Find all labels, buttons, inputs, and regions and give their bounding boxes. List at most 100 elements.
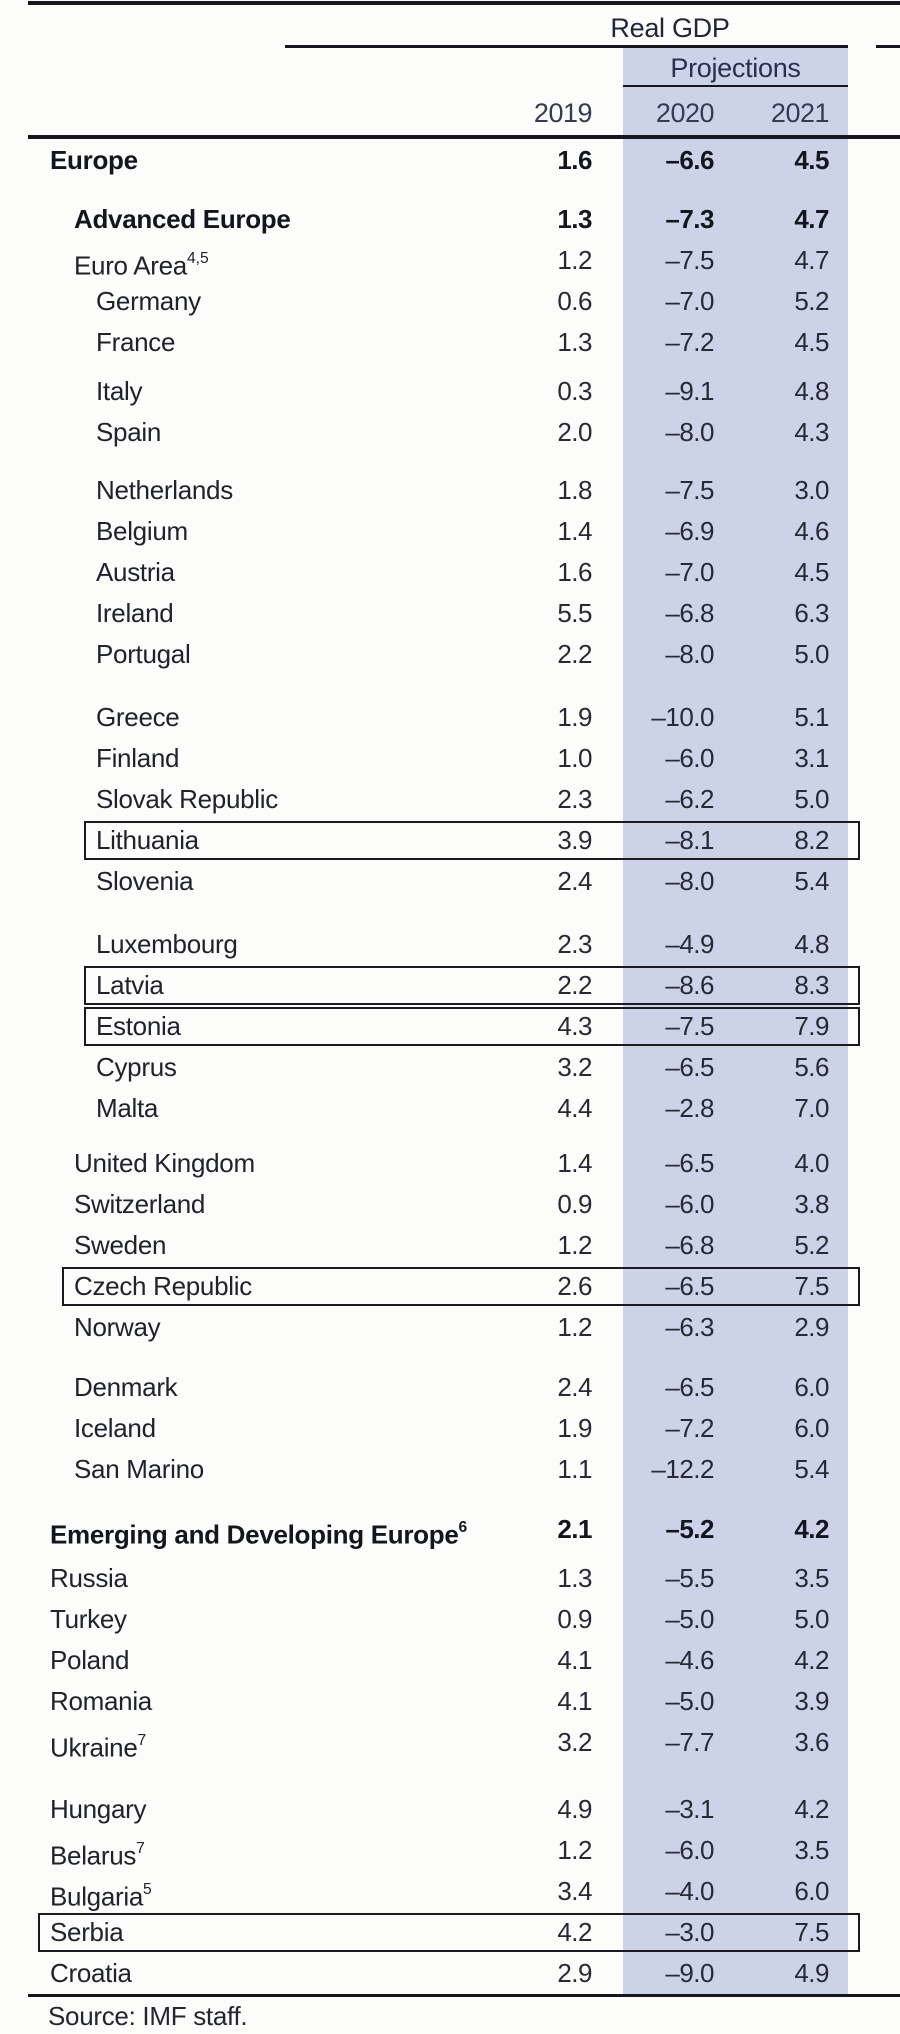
column-header-2019: 2019 [533, 98, 593, 128]
value-2019: 2.2 [557, 970, 592, 1000]
value-2021: 3.0 [794, 475, 829, 505]
value-2019: 0.9 [557, 1604, 592, 1634]
value-2019: 1.4 [557, 1148, 592, 1178]
adjacent-column-rule [876, 45, 900, 48]
value-2019: 2.3 [557, 929, 592, 959]
country-label: Malta [96, 1093, 159, 1123]
value-2020: –3.0 [665, 1917, 714, 1947]
table-row: Bulgaria5 3.4 –4.0 6.0 [0, 1871, 900, 1912]
value-2020: –12.2 [651, 1454, 714, 1484]
table-row: Denmark 2.4 –6.5 6.0 [0, 1367, 900, 1408]
value-2021: 4.5 [794, 145, 829, 175]
country-label: Switzerland [74, 1189, 206, 1219]
country-label: Slovenia [96, 866, 194, 896]
country-label: Belgium [96, 516, 188, 546]
value-2019: 4.3 [557, 1011, 592, 1041]
country-label: Finland [96, 743, 180, 773]
value-2021: 3.5 [794, 1563, 829, 1593]
value-2021: 3.8 [794, 1189, 829, 1219]
value-2020: –5.0 [665, 1604, 714, 1634]
table-row: Cyprus 3.2 –6.5 5.6 [0, 1047, 900, 1088]
country-label: Netherlands [96, 475, 233, 505]
value-2019: 1.0 [557, 743, 592, 773]
value-2020: –6.5 [665, 1052, 714, 1082]
value-2019: 4.9 [557, 1794, 592, 1824]
value-2020: –8.0 [665, 866, 714, 896]
value-2019: 1.3 [557, 327, 592, 357]
value-2021: 4.9 [794, 1958, 829, 1988]
value-2019: 1.1 [557, 1454, 592, 1484]
value-2019: 2.0 [557, 417, 592, 447]
value-2020: –5.5 [665, 1563, 714, 1593]
value-2021: 4.3 [794, 417, 829, 447]
table-row: Netherlands 1.8 –7.5 3.0 [0, 470, 900, 511]
country-label: United Kingdom [74, 1148, 255, 1178]
value-2019: 3.9 [557, 825, 592, 855]
value-2020: –7.7 [665, 1727, 714, 1757]
column-header-2021: 2021 [770, 98, 830, 128]
table-row: Iceland 1.9 –7.2 6.0 [0, 1408, 900, 1449]
value-2020: –6.5 [665, 1148, 714, 1178]
table-row: Slovak Republic 2.3 –6.2 5.0 [0, 779, 900, 820]
value-2019: 4.1 [557, 1686, 592, 1716]
value-2020: –8.1 [665, 825, 714, 855]
country-label: Cyprus [96, 1052, 177, 1082]
value-2021: 4.6 [794, 516, 829, 546]
value-2019: 1.9 [557, 1413, 592, 1443]
value-2021: 5.6 [794, 1052, 829, 1082]
value-2020: –6.0 [665, 1835, 714, 1865]
value-2019: 1.6 [557, 145, 592, 175]
value-2020: –5.2 [665, 1514, 714, 1544]
value-2019: 4.2 [557, 1917, 592, 1947]
value-2020: –7.3 [665, 204, 714, 234]
country-label: Sweden [74, 1230, 167, 1260]
value-2021: 5.4 [794, 1454, 829, 1484]
value-2020: –7.5 [665, 245, 714, 275]
projections-header: Projections [670, 53, 801, 83]
country-label: Lithuania [96, 825, 199, 855]
projections-highlight-band [623, 48, 848, 1994]
value-2021: 3.9 [794, 1686, 829, 1716]
value-2021: 5.2 [794, 1230, 829, 1260]
country-label: Euro Area4,5 [74, 250, 209, 281]
table-row: Italy 0.3 –9.1 4.8 [0, 371, 900, 412]
country-label: San Marino [74, 1454, 204, 1484]
table-row: Europe 1.6 –6.6 4.5 [0, 140, 900, 181]
table-row: Portugal 2.2 –8.0 5.0 [0, 634, 900, 675]
country-label: Advanced Europe [74, 204, 291, 234]
value-2020: –5.0 [665, 1686, 714, 1716]
country-label: Croatia [50, 1958, 132, 1988]
table-row: Russia 1.3 –5.5 3.5 [0, 1558, 900, 1599]
table-row: Norway 1.2 –6.3 2.9 [0, 1307, 900, 1348]
table-row: Luxembourg 2.3 –4.9 4.8 [0, 924, 900, 965]
value-2021: 5.0 [794, 784, 829, 814]
value-2021: 5.4 [794, 866, 829, 896]
country-label: Emerging and Developing Europe6 [50, 1519, 468, 1550]
value-2021: 8.2 [794, 825, 829, 855]
value-2019: 1.6 [557, 557, 592, 587]
value-2020: –7.0 [665, 286, 714, 316]
value-2021: 2.9 [794, 1312, 829, 1342]
country-label: Romania [50, 1686, 152, 1716]
table-row: Serbia 4.2 –3.0 7.5 [0, 1912, 900, 1953]
value-2019: 0.9 [557, 1189, 592, 1219]
country-label: Czech Republic [74, 1271, 252, 1301]
table-row: Estonia 4.3 –7.5 7.9 [0, 1006, 900, 1047]
table-row: Finland 1.0 –6.0 3.1 [0, 738, 900, 779]
real-gdp-header: Real GDP [610, 13, 730, 43]
value-2020: –4.6 [665, 1645, 714, 1675]
value-2020: –6.5 [665, 1271, 714, 1301]
table-row: Czech Republic 2.6 –6.5 7.5 [0, 1266, 900, 1307]
country-label: France [96, 327, 176, 357]
table-row: Advanced Europe 1.3 –7.3 4.7 [0, 199, 900, 240]
value-2021: 4.5 [794, 327, 829, 357]
value-2020: –7.5 [665, 475, 714, 505]
country-label: Russia [50, 1563, 128, 1593]
value-2020: –6.9 [665, 516, 714, 546]
value-2021: 6.3 [794, 598, 829, 628]
value-2020: –7.2 [665, 1413, 714, 1443]
value-2019: 4.1 [557, 1645, 592, 1675]
value-2021: 4.7 [794, 204, 829, 234]
table-row: Emerging and Developing Europe6 2.1 –5.2 4.… [0, 1509, 900, 1550]
table-bottom-border [28, 1994, 900, 1997]
